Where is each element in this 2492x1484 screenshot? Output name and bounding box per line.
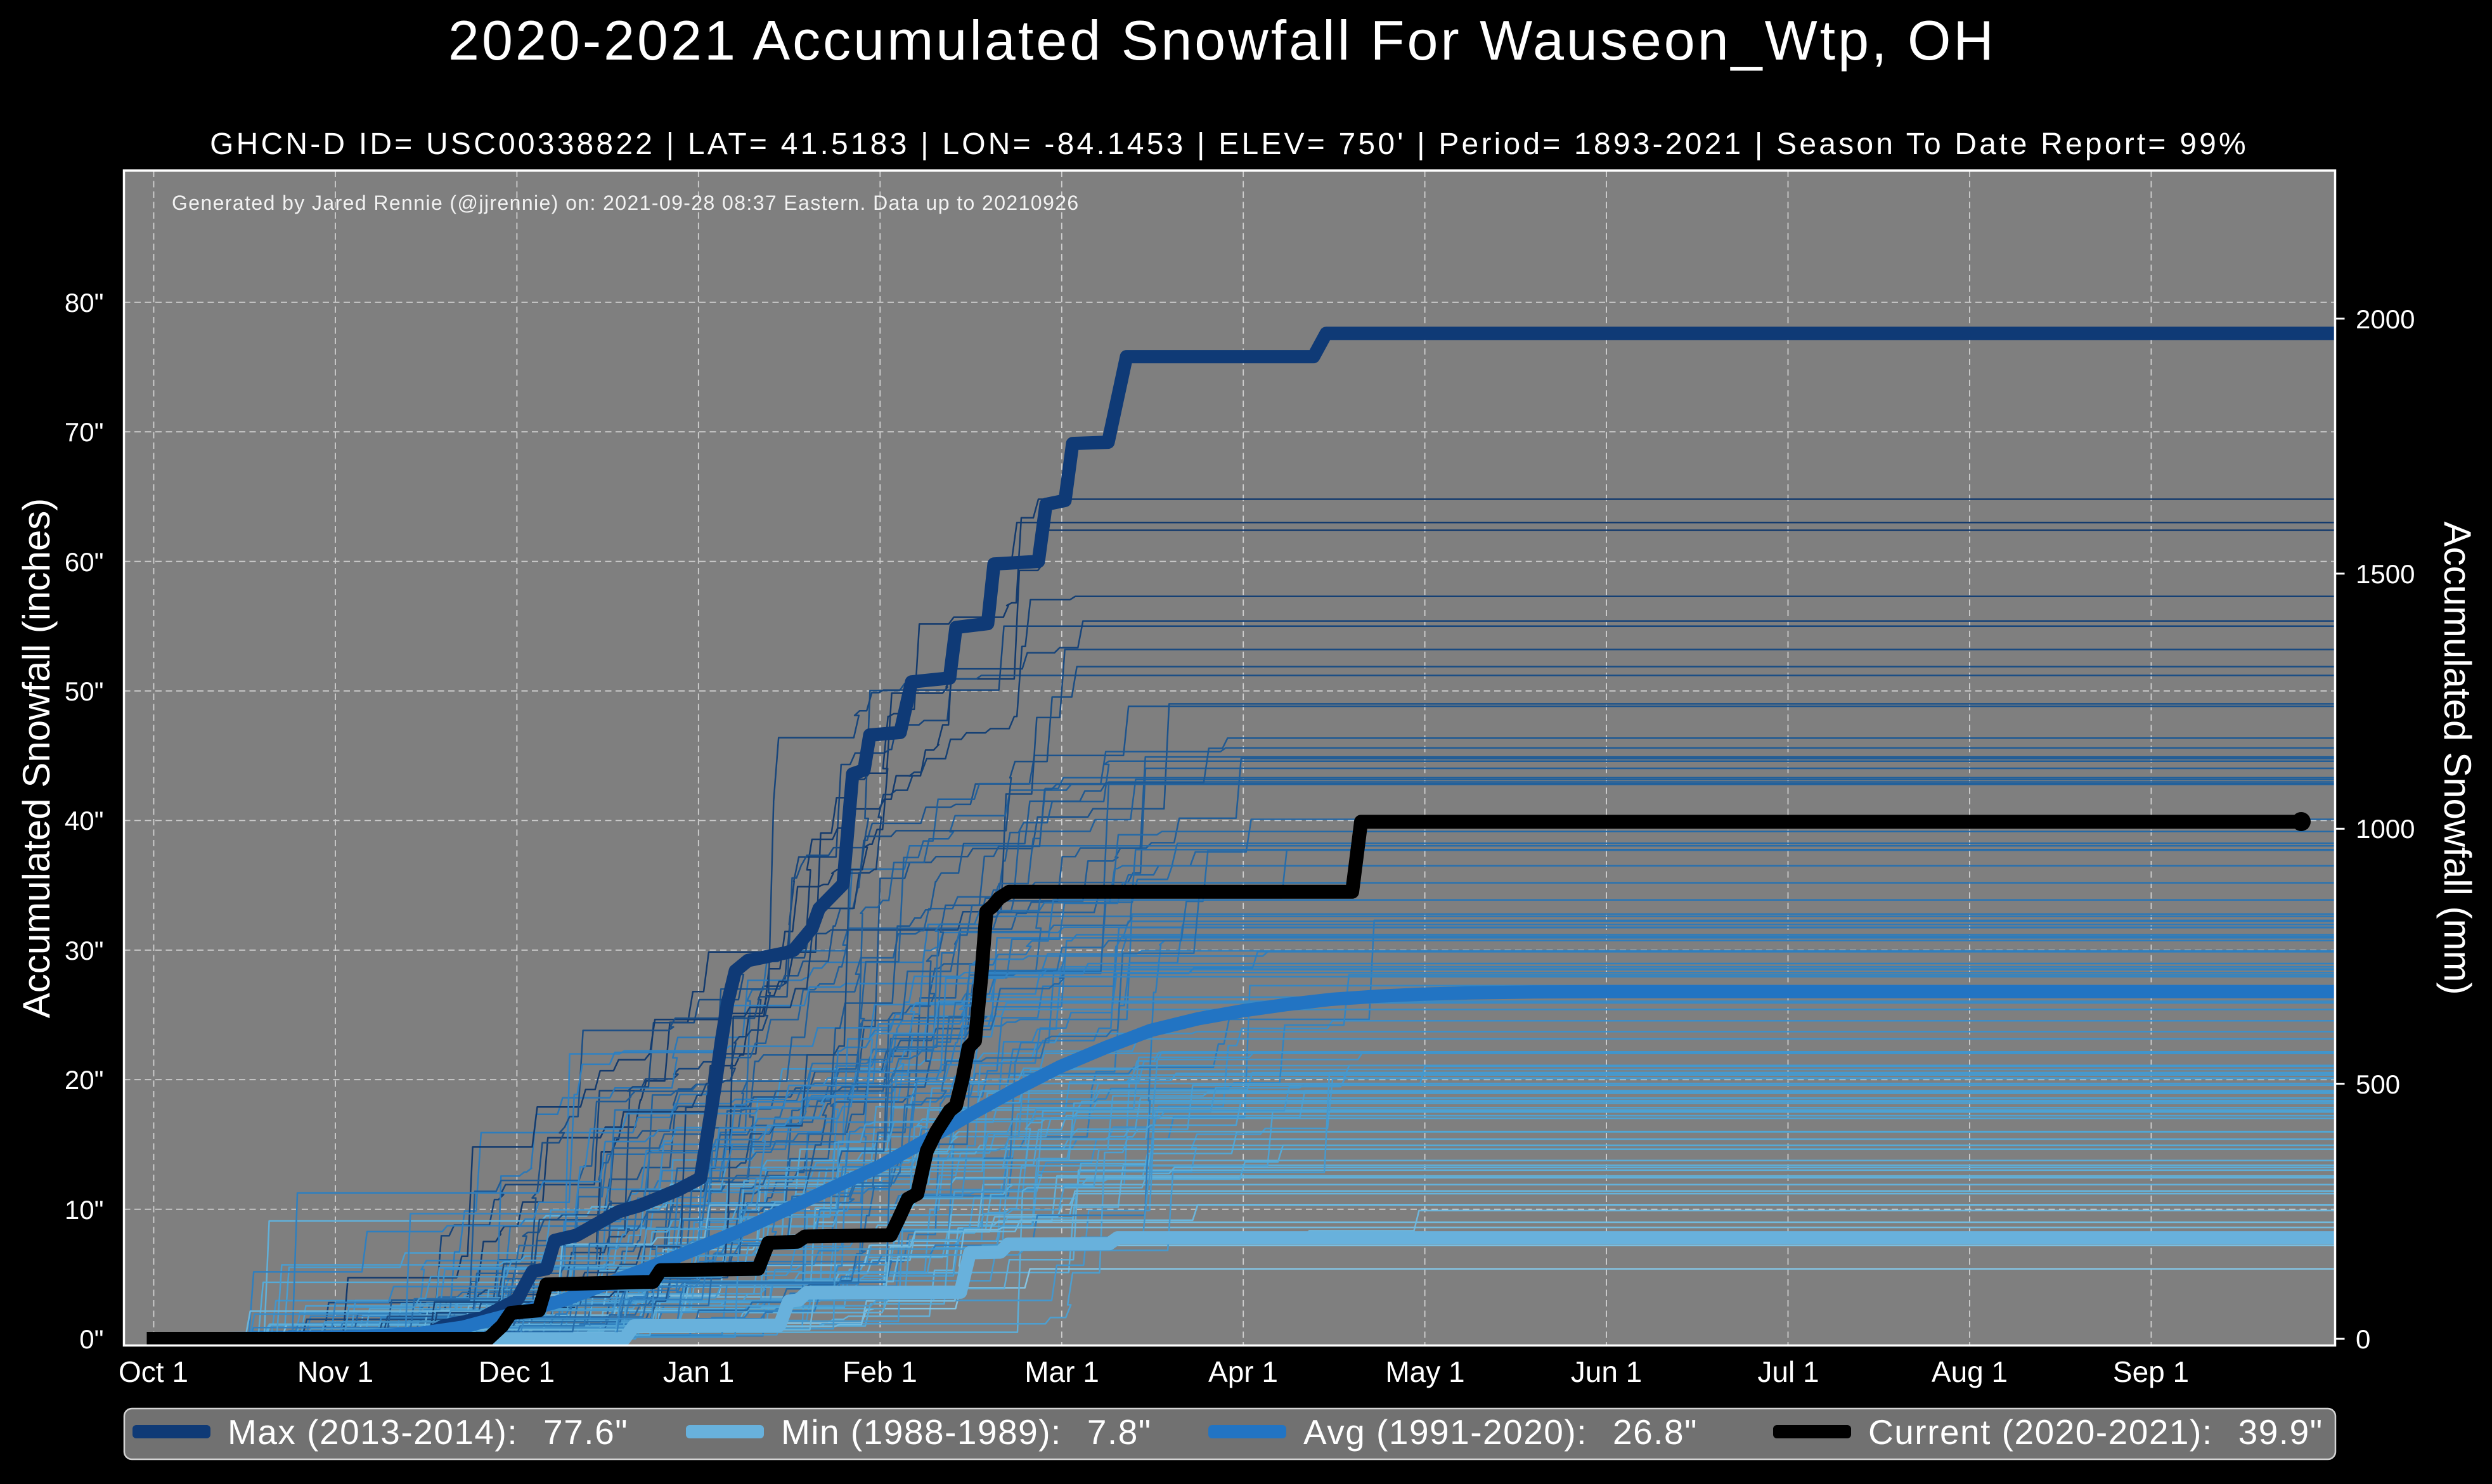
svg-text:20": 20" (65, 1065, 104, 1095)
svg-text:Feb 1: Feb 1 (843, 1355, 917, 1388)
svg-text:Sep 1: Sep 1 (2113, 1355, 2189, 1388)
svg-text:Dec 1: Dec 1 (479, 1355, 555, 1388)
svg-text:Jul 1: Jul 1 (1757, 1355, 1819, 1388)
svg-text:Generated by Jared Rennie (@jj: Generated by Jared Rennie (@jjrennie) on… (172, 191, 1080, 214)
svg-text:Current (2020-2021):39.9": Current (2020-2021): 39.9" (1868, 1412, 2323, 1452)
svg-text:Accumulated Snowfall (mm): Accumulated Snowfall (mm) (2436, 522, 2479, 995)
svg-text:Jan 1: Jan 1 (663, 1355, 735, 1388)
svg-text:50": 50" (65, 676, 104, 706)
svg-text:60": 60" (65, 547, 104, 577)
svg-text:80": 80" (65, 288, 104, 318)
svg-text:2020-2021 Accumulated Snowfall: 2020-2021 Accumulated Snowfall For Wause… (448, 9, 1996, 72)
svg-text:Oct 1: Oct 1 (119, 1355, 188, 1388)
svg-text:Nov 1: Nov 1 (297, 1355, 373, 1388)
svg-text:May 1: May 1 (1385, 1355, 1464, 1388)
svg-text:0: 0 (2356, 1324, 2370, 1354)
svg-text:Mar 1: Mar 1 (1024, 1355, 1099, 1388)
svg-text:0": 0" (79, 1324, 103, 1354)
svg-text:10": 10" (65, 1195, 104, 1225)
svg-text:Apr 1: Apr 1 (1208, 1355, 1278, 1388)
svg-text:Jun 1: Jun 1 (1571, 1355, 1643, 1388)
svg-text:Max (2013-2014):77.6": Max (2013-2014): 77.6" (228, 1412, 628, 1452)
svg-text:30": 30" (65, 936, 104, 965)
svg-text:1500: 1500 (2356, 559, 2415, 589)
svg-text:Avg (1991-2020):26.8": Avg (1991-2020): 26.8" (1303, 1412, 1698, 1452)
svg-text:70": 70" (65, 417, 104, 447)
svg-text:1000: 1000 (2356, 814, 2415, 844)
svg-text:Aug 1: Aug 1 (1932, 1355, 2008, 1388)
svg-text:Accumulated Snowfall (inches): Accumulated Snowfall (inches) (15, 498, 58, 1018)
svg-text:Min (1988-1989):7.8": Min (1988-1989): 7.8" (781, 1412, 1152, 1452)
svg-text:GHCN-D ID= USC00338822 | LAT=: GHCN-D ID= USC00338822 | LAT= 41.5183 | … (210, 127, 2249, 161)
svg-text:500: 500 (2356, 1069, 2400, 1099)
svg-text:2000: 2000 (2356, 304, 2415, 334)
svg-text:40": 40" (65, 806, 104, 836)
